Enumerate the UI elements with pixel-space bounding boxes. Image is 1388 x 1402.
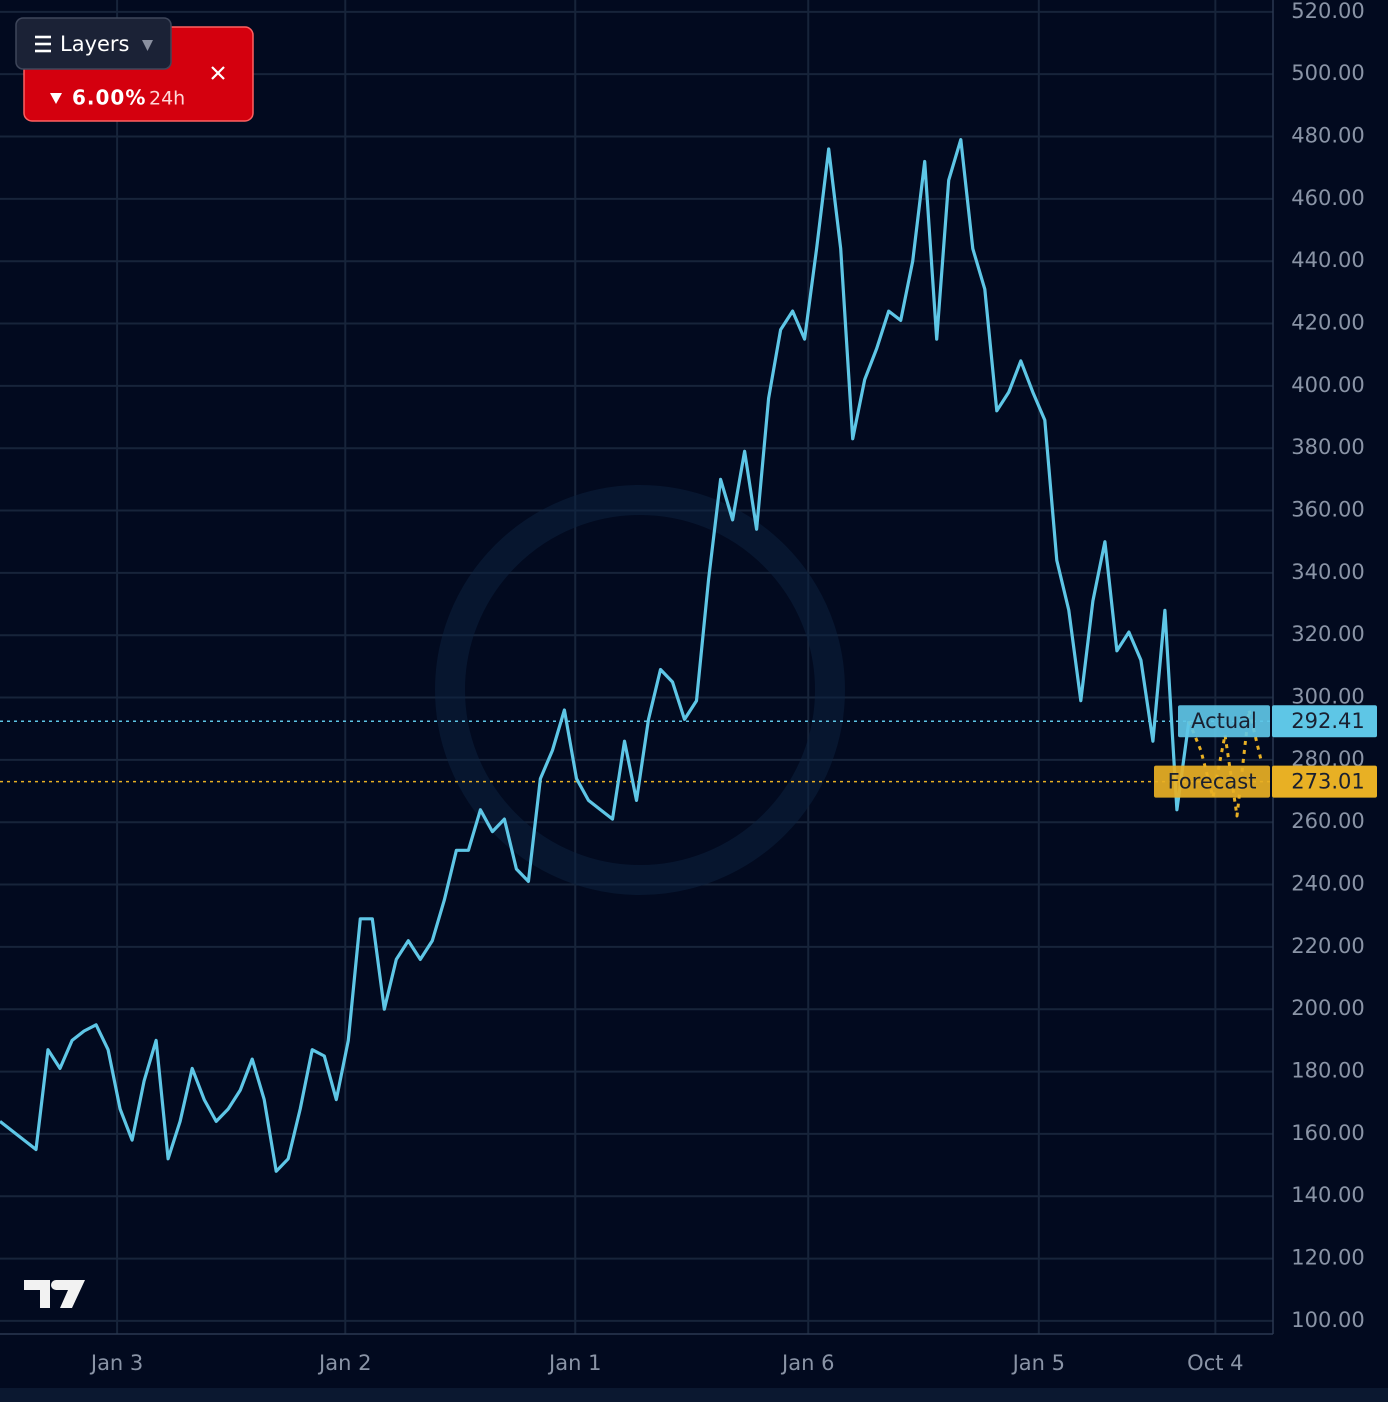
price-badges: Actual 292.41 Forecast 273.01 [1154, 705, 1377, 798]
badge-name-bg [1178, 705, 1270, 738]
y-tick-label: 340.00 [1291, 560, 1364, 584]
x-tick-label: Jan 6 [780, 1351, 834, 1375]
y-tick-label: 460.00 [1291, 186, 1364, 210]
y-tick-label: 220.00 [1291, 934, 1364, 958]
x-tick-label: Jan 2 [317, 1351, 371, 1375]
y-tick-label: 320.00 [1291, 622, 1364, 646]
y-tick-label: 180.00 [1291, 1059, 1364, 1083]
y-tick-label: 200.00 [1291, 996, 1364, 1020]
menu-icon [35, 35, 51, 53]
layers-button[interactable]: Layers [15, 17, 172, 70]
y-tick-label: 520.00 [1291, 0, 1364, 23]
x-tick-label: Jan 5 [1011, 1351, 1065, 1375]
y-tick-label: 420.00 [1291, 311, 1364, 335]
series-line [0, 138, 1191, 1173]
y-tick-label: 380.00 [1291, 435, 1364, 459]
y-tick-label: 120.00 [1291, 1246, 1364, 1270]
button-label: Layers [60, 32, 130, 56]
badge-name-bg [1154, 765, 1270, 798]
badge-name: Forecast [1168, 770, 1257, 794]
button-bg [15, 17, 172, 70]
badge-name: Actual [1191, 709, 1257, 733]
y-tick-label: 480.00 [1291, 124, 1364, 148]
badge-value: 273.01 [1291, 770, 1364, 794]
plot [0, 138, 1273, 1173]
close-button[interactable] [211, 66, 225, 80]
x-tick-label: Jan 1 [547, 1351, 601, 1375]
y-tick-label: 360.00 [1291, 498, 1364, 522]
y-tick-label: 300.00 [1291, 685, 1364, 709]
y-tick-label: 140.00 [1291, 1183, 1364, 1207]
badge-value: 292.41 [1291, 709, 1364, 733]
y-tick-label: 400.00 [1291, 373, 1364, 397]
x-tick-label: Jan 3 [89, 1351, 143, 1375]
y-tick-label: 160.00 [1291, 1121, 1364, 1145]
caret [142, 40, 153, 51]
badge-value-bg [1272, 705, 1377, 738]
y-tick-label: 500.00 [1291, 61, 1364, 85]
x-tick-label: Oct 4 [1187, 1351, 1243, 1375]
axes: 100.00 120.00 140.00 160.00 180.00 200.00 220.… [89, 0, 1365, 1375]
y-tick-label: 240.00 [1291, 872, 1364, 896]
bottom-strip [0, 1388, 1388, 1402]
period: 24h [149, 88, 185, 110]
y-tick-label: 440.00 [1291, 248, 1364, 272]
badge-value-bg [1272, 765, 1377, 798]
logo-dot [51, 1280, 61, 1290]
logo [24, 1280, 85, 1308]
y-tick-label: 100.00 [1291, 1308, 1364, 1332]
watermark [435, 485, 845, 895]
y-tick-label: 260.00 [1291, 809, 1364, 833]
down-arrow [50, 93, 62, 104]
change: 6.00% [72, 86, 146, 110]
